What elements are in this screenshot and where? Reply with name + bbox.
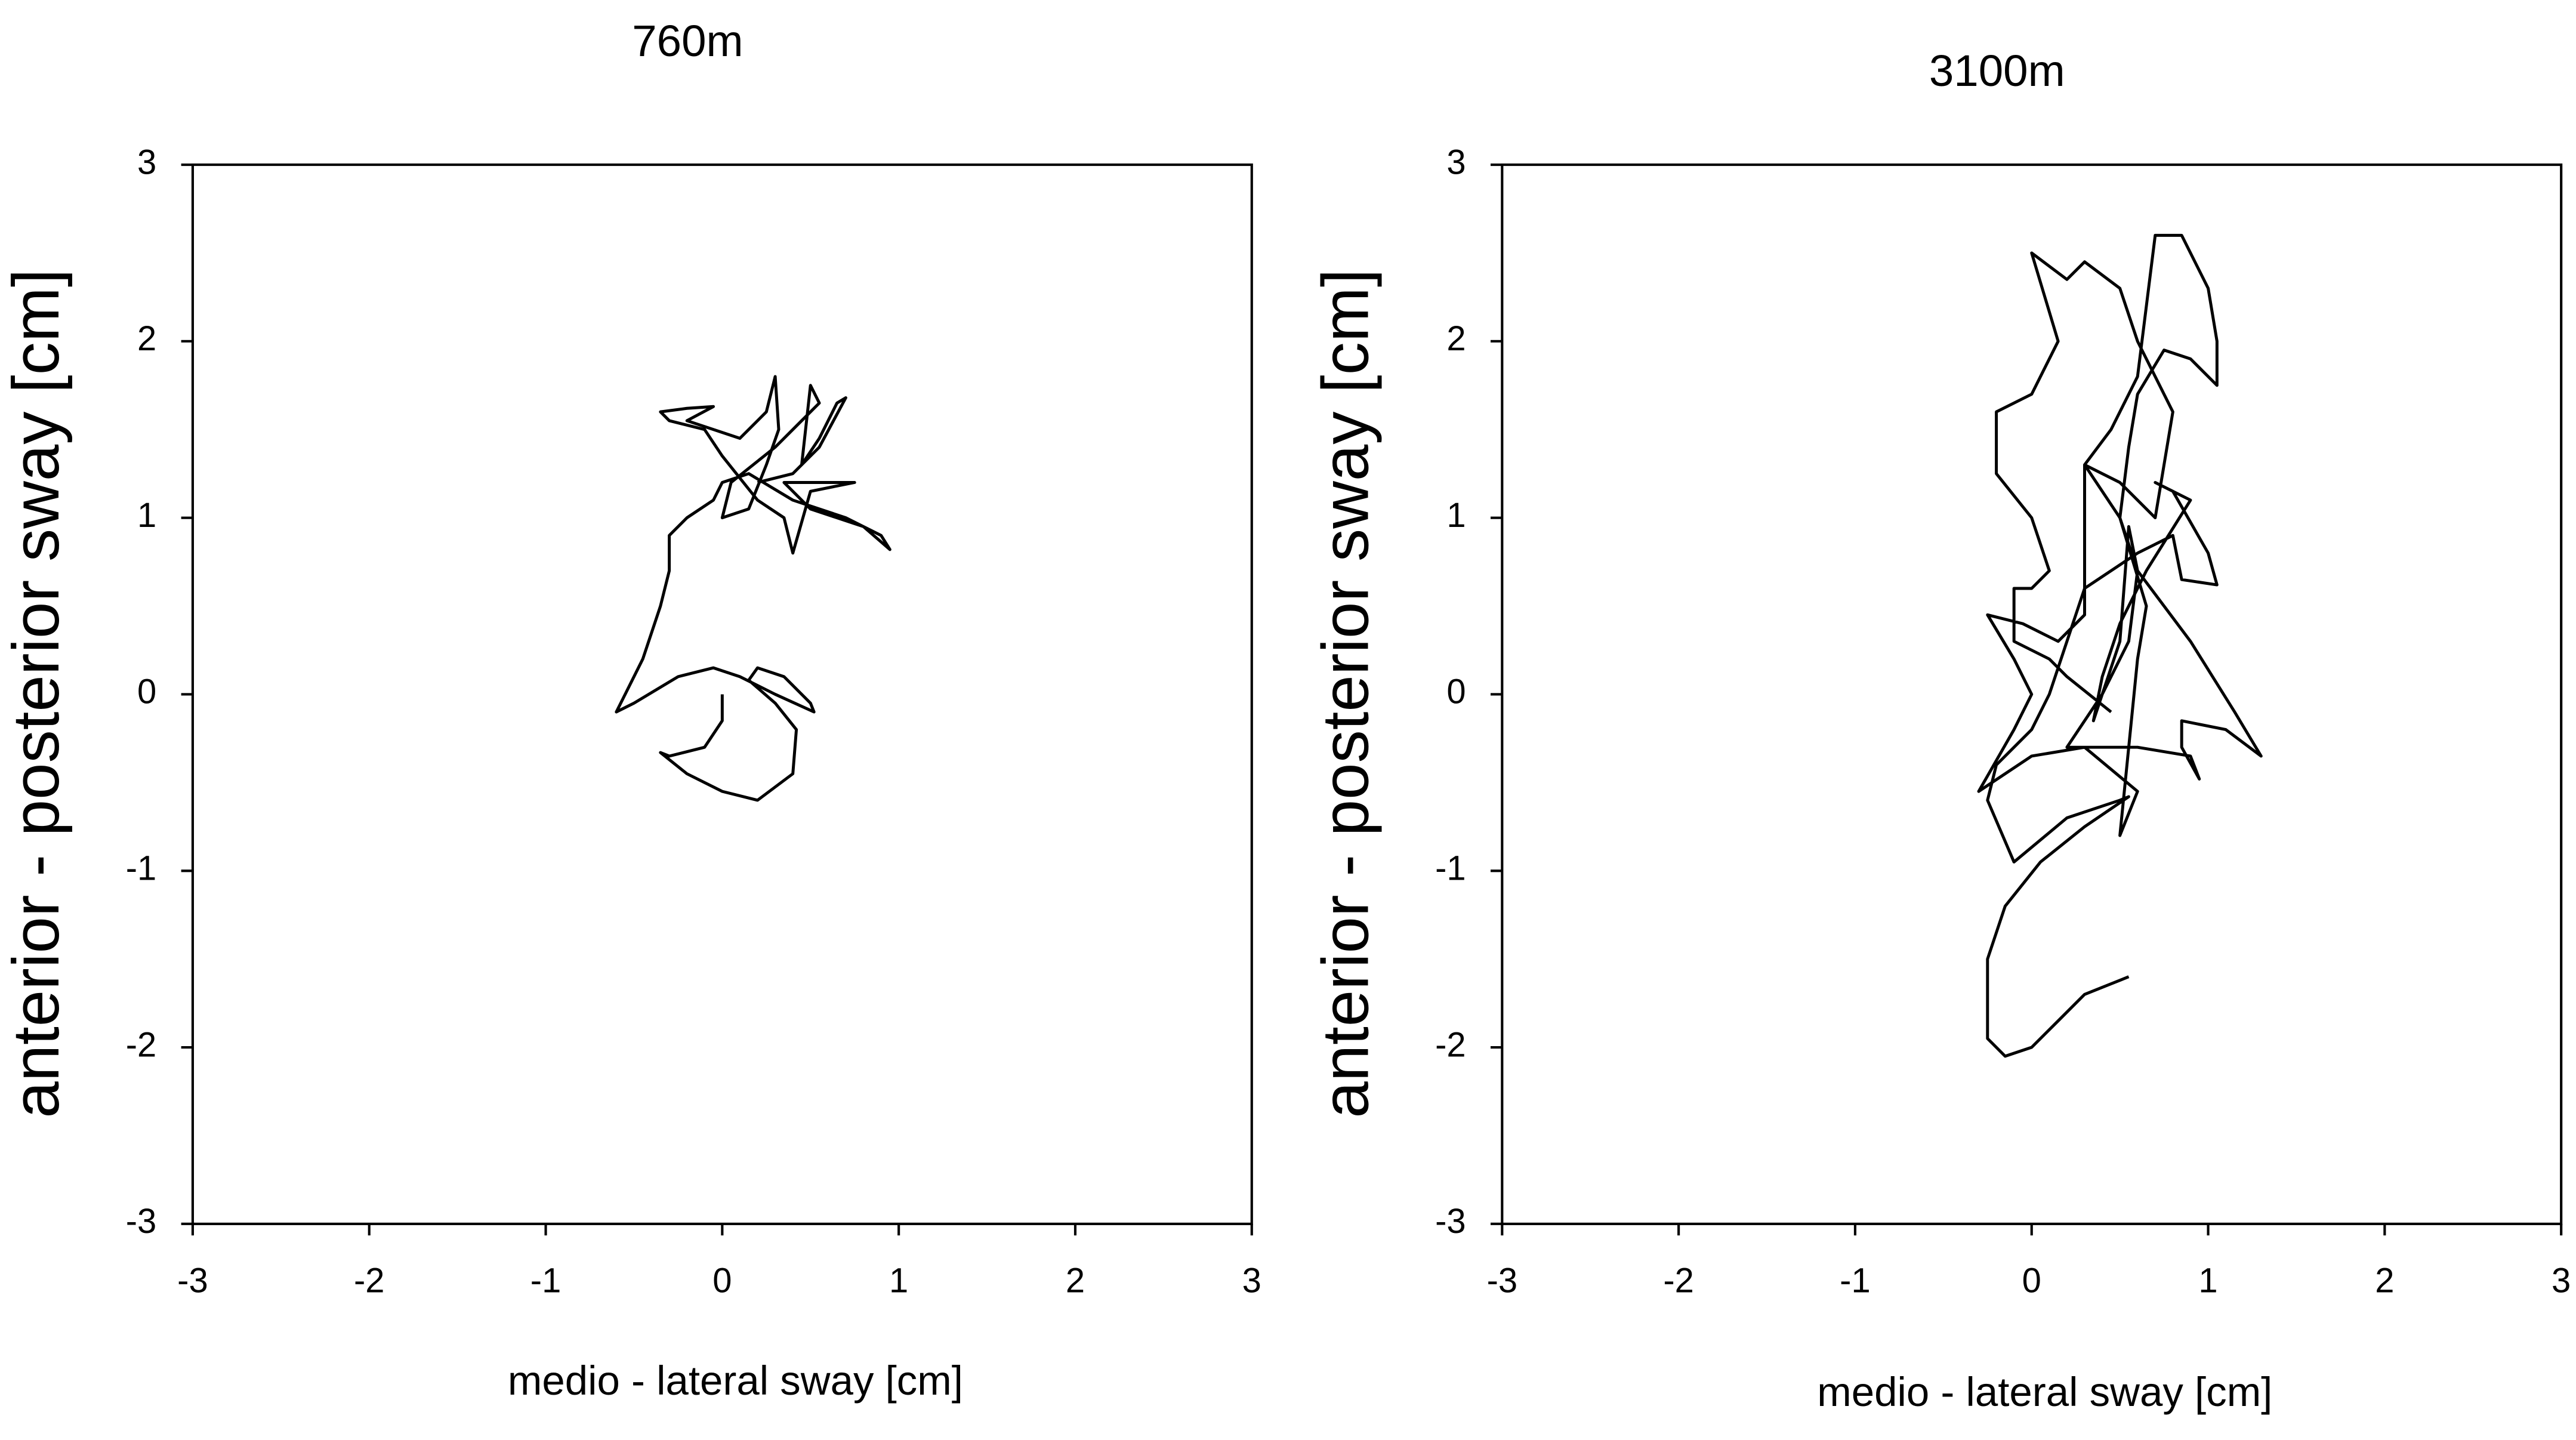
x-tick-label: -3 — [177, 1262, 208, 1300]
y-tick-label: 2 — [1446, 320, 1466, 358]
y-tick-label: -3 — [126, 1202, 157, 1241]
y-tick-label: 1 — [137, 497, 156, 535]
x-tick-label: -3 — [1487, 1262, 1518, 1300]
y-tick-label: 1 — [1446, 497, 1466, 535]
x-tick-label: -1 — [530, 1262, 562, 1300]
y-tick-label: 0 — [1446, 673, 1466, 711]
sway-trace — [1977, 233, 2263, 1058]
x-axis-label: medio - lateral sway [cm] — [508, 1358, 963, 1404]
sway-trace — [615, 375, 891, 802]
x-tick-label: 2 — [1066, 1262, 1085, 1300]
x-tick-label: -2 — [354, 1262, 385, 1300]
y-tick-label: -1 — [1435, 850, 1466, 888]
x-tick-label: 1 — [2198, 1262, 2217, 1300]
x-tick-label: 3 — [1242, 1262, 1261, 1300]
x-tick-label: 3 — [2552, 1262, 2571, 1300]
x-tick-label: 0 — [2022, 1262, 2041, 1300]
y-axis-label: anterior - posterior sway [cm] — [0, 269, 73, 1118]
chart-title: 3100m — [1929, 46, 2065, 95]
y-tick-label: -1 — [126, 850, 157, 888]
x-tick-label: -1 — [1840, 1262, 1871, 1300]
y-tick-label: -2 — [126, 1026, 157, 1064]
x-tick-label: 0 — [712, 1262, 732, 1300]
x-tick-label: 2 — [2375, 1262, 2394, 1300]
x-axis-label: medio - lateral sway [cm] — [1817, 1369, 2272, 1415]
y-tick-label: 2 — [137, 320, 156, 358]
y-tick-label: -2 — [1435, 1026, 1466, 1064]
y-axis-label: anterior - posterior sway [cm] — [1309, 269, 1383, 1118]
x-tick-label: 1 — [889, 1262, 908, 1300]
y-tick-label: 3 — [137, 143, 156, 181]
y-tick-label: 0 — [137, 673, 156, 711]
y-tick-label: 3 — [1446, 143, 1466, 181]
y-tick-label: -3 — [1435, 1202, 1466, 1241]
chart-title: 760m — [632, 16, 743, 66]
x-tick-label: -2 — [1663, 1262, 1694, 1300]
